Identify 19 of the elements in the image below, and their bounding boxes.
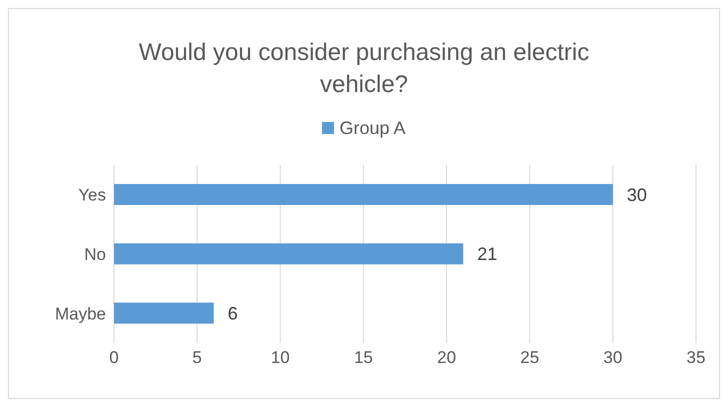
legend-label: Group A <box>338 118 406 138</box>
y-tick-label: Maybe <box>54 304 106 324</box>
data-label: 21 <box>477 244 498 264</box>
x-tick-label: 25 <box>520 348 540 368</box>
y-tick-label: Yes <box>78 186 106 205</box>
bar <box>114 302 214 324</box>
data-label: 6 <box>228 304 238 324</box>
x-tick-label: 0 <box>109 348 119 368</box>
x-tick-label: 10 <box>270 348 290 368</box>
data-label: 30 <box>626 184 647 205</box>
x-tick-label: 30 <box>603 348 622 368</box>
x-tick-label: 5 <box>192 348 202 368</box>
chart-title: Would you consider purchasing an electric vehicle? <box>138 38 590 100</box>
bar <box>114 243 464 264</box>
bar <box>114 184 613 205</box>
x-tick-label: 15 <box>354 348 373 368</box>
x-tick-label: 20 <box>437 348 456 368</box>
y-tick-label: No <box>84 245 106 264</box>
x-tick-label: 35 <box>686 348 706 368</box>
